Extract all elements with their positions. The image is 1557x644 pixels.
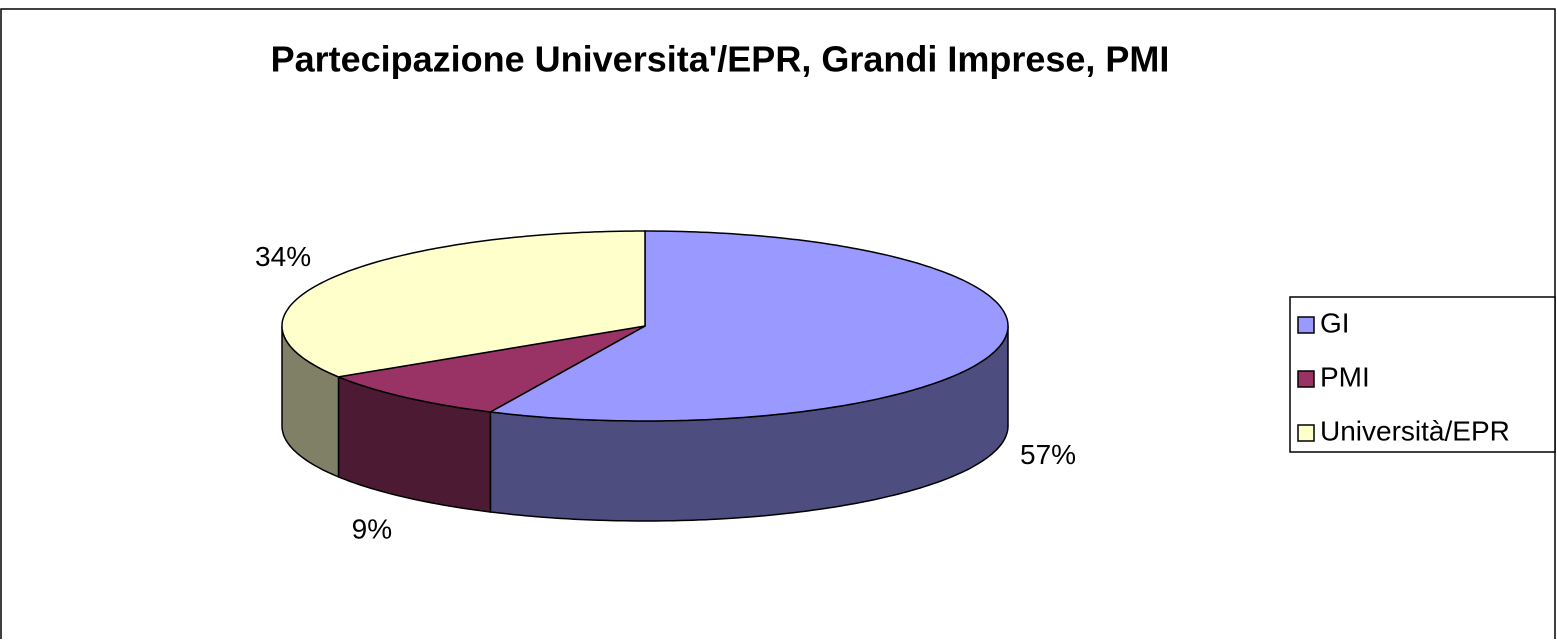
- legend-label: Università/EPR: [1320, 415, 1510, 446]
- legend-swatch: [1297, 424, 1315, 442]
- legend-label: PMI: [1320, 361, 1370, 392]
- data-label: 57%: [1020, 439, 1076, 470]
- legend-box: [1289, 296, 1556, 453]
- legend-swatch: [1297, 370, 1315, 388]
- slice: [281, 230, 646, 378]
- data-label: 34%: [255, 241, 311, 272]
- slice: [335, 325, 646, 413]
- chart-title: Partecipazione Universita'/EPR, Grandi I…: [271, 39, 1170, 80]
- legend-label: GI: [1320, 307, 1350, 338]
- slice: [487, 230, 1009, 422]
- data-label: 9%: [352, 513, 392, 544]
- legend-swatch: [1297, 316, 1315, 334]
